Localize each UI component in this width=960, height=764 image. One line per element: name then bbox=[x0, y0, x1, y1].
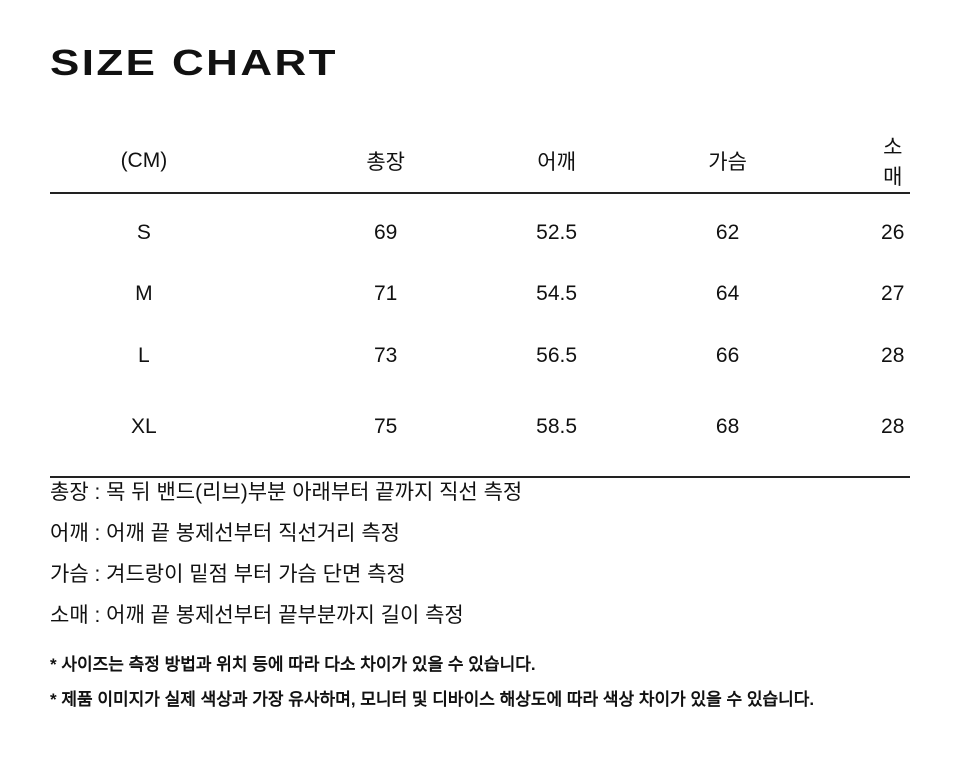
title: SIZE CHART bbox=[50, 42, 338, 83]
table-row: M 71 54.5 64 27 bbox=[50, 263, 910, 325]
table-cell: XL bbox=[50, 387, 238, 478]
header-row: (CM) 총장 어깨 가슴 소매 bbox=[50, 130, 910, 194]
table-cell: 64 bbox=[715, 282, 740, 305]
table-cell: 68 bbox=[579, 387, 876, 478]
note: 가슴 : 겨드랑이 밑점 부터 가슴 단면 측정 bbox=[50, 563, 406, 586]
column-header: 총장 bbox=[237, 130, 534, 194]
table-cell: 66 bbox=[715, 344, 740, 367]
table-cell: 69 bbox=[373, 221, 398, 244]
table-cell: 58.5 bbox=[533, 387, 580, 478]
table-cell: 54.5 bbox=[536, 282, 578, 305]
column-header: 소매 bbox=[875, 130, 910, 194]
table-cell: M bbox=[135, 282, 153, 305]
table-cell: 27 bbox=[881, 282, 905, 305]
table-cell: 62 bbox=[715, 221, 740, 244]
table-cell: 52.5 bbox=[536, 221, 578, 244]
table-cell: L bbox=[138, 344, 150, 367]
footnote: * 제품 이미지가 실제 색상과 가장 유사하며, 모니터 및 디바이스 해상도… bbox=[50, 690, 815, 709]
note: 소매 : 어깨 끝 봉제선부터 끝부분까지 길이 측정 bbox=[50, 604, 464, 627]
table-cell: 26 bbox=[881, 221, 905, 244]
footnotes: * 사이즈는 측정 방법과 위치 등에 따라 다소 차이가 있을 수 있습니다.… bbox=[50, 647, 814, 717]
column-header: (CM) bbox=[50, 130, 238, 194]
column-header: 어깨 bbox=[533, 130, 580, 194]
footnote: * 사이즈는 측정 방법과 위치 등에 따라 다소 차이가 있을 수 있습니다. bbox=[50, 655, 536, 674]
table-cell: 75 bbox=[237, 387, 534, 478]
table-row: S 69 52.5 62 26 bbox=[50, 193, 910, 263]
table-cell: 28 bbox=[875, 387, 910, 478]
note: 총장 : 목 뒤 밴드(리브)부분 아래부터 끝까지 직선 측정 bbox=[50, 481, 523, 504]
table-cell: 73 bbox=[373, 344, 398, 367]
table-cell: 71 bbox=[373, 282, 398, 305]
note: 어깨 : 어깨 끝 봉제선부터 직선거리 측정 bbox=[50, 522, 400, 545]
table-row: L 73 56.5 66 28 bbox=[50, 325, 910, 387]
column-header: 가슴 bbox=[579, 130, 876, 194]
size-table: (CM) 총장 어깨 가슴 소매 S 69 52.5 62 26 M 71 54.5 64 27 L 73 56… bbox=[50, 130, 910, 478]
table-cell: 56.5 bbox=[536, 344, 578, 367]
table-body: S 69 52.5 62 26 M 71 54.5 64 27 L 73 56.5 66 28 XL 75 58.… bbox=[50, 193, 910, 478]
table-row: XL 75 58.5 68 28 bbox=[50, 387, 910, 478]
table-cell: 28 bbox=[881, 344, 905, 367]
table-cell: S bbox=[136, 221, 151, 244]
